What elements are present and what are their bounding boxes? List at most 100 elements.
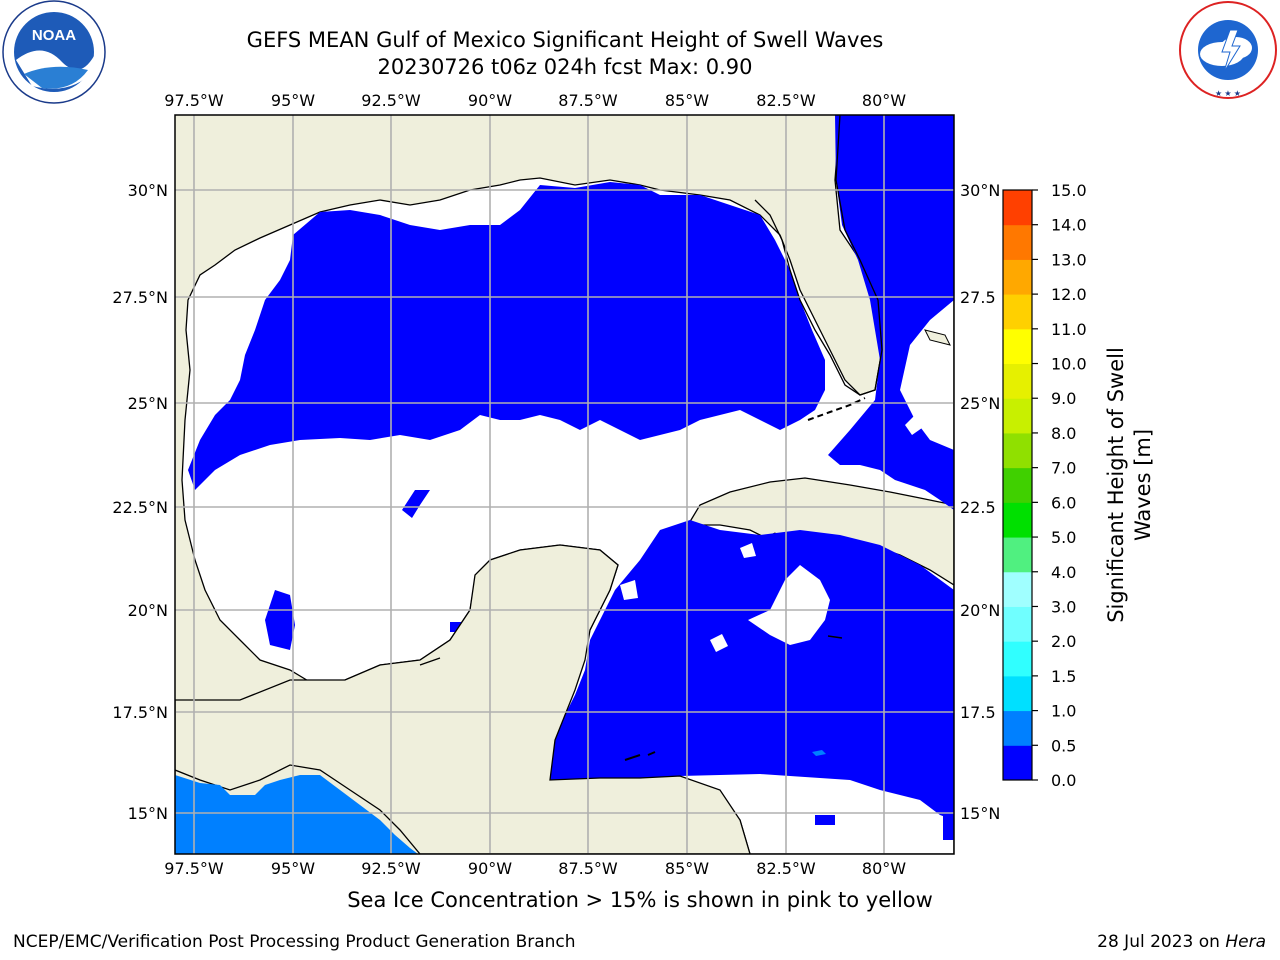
colorbar-tick-label: 0.0 (1051, 771, 1076, 790)
lat-label-right: 20°N (960, 601, 1000, 620)
colorbar-tick-label: 7.0 (1051, 459, 1076, 478)
yucatan-land (175, 544, 751, 854)
colorbar-segment (1003, 190, 1032, 226)
colorbar-frame (1002, 189, 1033, 781)
lat-label-left: 25°N (128, 394, 168, 413)
lat-label-right: 15°N (960, 804, 1000, 823)
colorbar-tick-label: 8.0 (1051, 424, 1076, 443)
lon-label-bottom: 90°W (468, 859, 512, 878)
missing-data-gap (915, 372, 950, 392)
florida-keys (807, 397, 866, 421)
lon-label-top: 90°W (468, 91, 512, 110)
swell-field-east (828, 115, 954, 510)
map-frame (174, 114, 955, 855)
lon-label-bottom: 82.5°W (756, 859, 816, 878)
sea-ice-caption: Sea Ice Concentration > 15% is shown in … (347, 888, 933, 912)
colorbar-segment (1003, 432, 1032, 469)
colorbar-segment (1003, 328, 1032, 365)
colorbar-segment (1003, 294, 1032, 330)
colorbar-segment (1003, 606, 1032, 642)
missing-data-gap (905, 415, 922, 435)
lon-label-top: 80°W (862, 91, 906, 110)
colorbar-segment (1003, 641, 1032, 677)
lon-label-bottom: 85°W (665, 859, 709, 878)
colorbar-segment (1003, 363, 1032, 399)
footer-branch: NCEP/EMC/Verification Post Processing Pr… (13, 932, 576, 952)
footer-date: 28 Jul 2023 on Hera (1097, 932, 1266, 952)
nws-logo: ★ ★ ★ (1179, 1, 1277, 99)
colorbar-segment (1003, 745, 1032, 781)
lat-label-left: 17.5°N (112, 703, 168, 722)
lon-label-top: 85°W (665, 91, 709, 110)
lon-label-top: 87.5°W (558, 91, 618, 110)
colorbar-label-line-2: Waves [m] (1131, 429, 1155, 541)
colorbar-segment (1003, 259, 1032, 295)
colorbar-label-line-1: Significant Height of Swell (1104, 347, 1128, 623)
graticule (175, 115, 954, 854)
colorbar-tick-label: 6.0 (1051, 493, 1076, 512)
coastline-detail (827, 635, 843, 639)
footer-date-text: 28 Jul 2023 on (1097, 932, 1226, 952)
lon-label-bottom: 95°W (271, 859, 315, 878)
colorbar-tick-label: 11.0 (1051, 320, 1087, 339)
colorbar-tick-label: 1.0 (1051, 702, 1076, 721)
colorbar-tick-label: 1.5 (1051, 667, 1076, 686)
title-line-2: 20230726 t06z 024h fcst Max: 0.90 (377, 55, 753, 79)
swell-field-campeche (265, 590, 295, 650)
swell-field-patch (402, 490, 430, 518)
coastline-detail (624, 751, 656, 761)
svg-text:★ ★ ★: ★ ★ ★ (1215, 89, 1241, 98)
lat-label-left: 15°N (128, 804, 168, 823)
missing-data-gap (710, 634, 728, 652)
colorbar-segment (1003, 571, 1032, 607)
lon-label-top: 95°W (271, 91, 315, 110)
colorbar-tick-label: 14.0 (1051, 216, 1087, 235)
swell-field-patch (943, 815, 954, 840)
colorbar-tick-label: 9.0 (1051, 389, 1076, 408)
island (924, 329, 951, 346)
colorbar-segment (1003, 675, 1032, 712)
colorbar: 0.0 0.5 1.0 1.5 2.0 3.0 4.0 5.0 6.0 7.0 8.0 9.0 10.0… (1003, 181, 1087, 790)
lon-label-bottom: 92.5°W (361, 859, 421, 878)
lat-label-right: 25°N (960, 394, 1000, 413)
colorbar-tick-label: 0.5 (1051, 736, 1076, 755)
colorbar-tick-label: 3.0 (1051, 597, 1076, 616)
swell-field-north (188, 182, 825, 490)
colorbar-segment (1003, 224, 1032, 260)
lon-label-bottom: 97.5°W (164, 859, 224, 878)
lat-label-left: 20°N (128, 601, 168, 620)
lat-label-right: 22.5 (960, 498, 996, 517)
lon-label-bottom: 80°W (862, 859, 906, 878)
colorbar-tick-label: 12.0 (1051, 285, 1087, 304)
missing-data-gap (620, 580, 638, 600)
colorbar-segment (1003, 710, 1032, 746)
title-line-1: GEFS MEAN Gulf of Mexico Significant Hei… (246, 28, 884, 52)
swell-patch-05 (812, 750, 826, 756)
colorbar-segment (1003, 398, 1032, 434)
lat-label-right: 30°N (960, 181, 1000, 200)
swell-field-caribbean (550, 520, 954, 820)
colorbar-tick-label: 10.0 (1051, 355, 1087, 374)
colorbar-segment (1003, 467, 1032, 503)
colorbar-segment (1003, 537, 1032, 573)
svg-text:NOAA: NOAA (32, 27, 76, 44)
swell-field-patch (815, 815, 835, 825)
colorbar-tick-label: 15.0 (1051, 181, 1087, 200)
lon-label-bottom: 87.5°W (558, 859, 618, 878)
lon-label-top: 97.5°W (164, 91, 224, 110)
coastline-detail (419, 657, 441, 666)
noaa-logo: NOAA (2, 0, 106, 104)
lat-label-left: 27.5°N (112, 288, 168, 307)
colorbar-tick-label: 13.0 (1051, 250, 1087, 269)
lat-label-left: 22.5°N (112, 498, 168, 517)
lat-label-left: 30°N (128, 181, 168, 200)
lat-label-right: 17.5 (960, 703, 996, 722)
chart-title: GEFS MEAN Gulf of Mexico Significant Hei… (247, 27, 884, 81)
missing-data-gap (740, 543, 756, 558)
pacific-swell-field (175, 775, 418, 854)
colorbar-tick-label: 4.0 (1051, 563, 1076, 582)
colorbar-tick-label: 5.0 (1051, 528, 1076, 547)
lat-label-right: 27.5 (960, 288, 996, 307)
lon-label-top: 82.5°W (756, 91, 816, 110)
